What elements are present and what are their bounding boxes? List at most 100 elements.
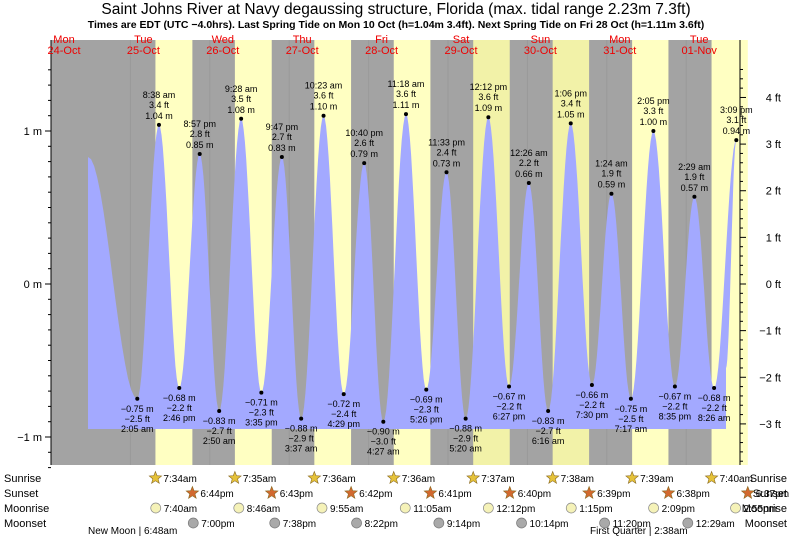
sunset-time: 6:41pm [438,489,471,500]
tide-m-label: −0.68 m [163,393,196,403]
sunrise-icon [148,470,163,484]
moonrise-time: 12:12pm [496,504,535,515]
moonset-time: 9:14pm [447,519,480,530]
tide-ft-label: −2.2 ft [496,402,522,412]
tide-point [217,408,222,413]
tide-curve [88,114,737,429]
tide-ft-label: −2.2 ft [579,400,605,410]
chart-subtitle: Times are EDT (UTC −4.0hrs). Last Spring… [88,19,704,31]
sunrise-time: 7:35am [243,474,276,485]
tide-point [712,386,717,391]
tide-point [651,129,656,133]
sunrise-time: 7:36am [322,474,355,485]
tide-time-label: 5:26 pm [410,415,443,425]
tide-labels: −0.75 m−2.5 ft2:05 am8:38 am3.4 ft1.04 m… [121,79,753,457]
tide-time-label: 9:47 pm [266,122,299,132]
astronomy-rows: Sunrise Sunrise Sunset Sunset Moonrise Moonri… [4,470,789,537]
tide-m-label: −0.69 m [410,395,443,405]
chart-title: Saint Johns River at Navy degaussing str… [101,1,690,18]
sunrise-icon [307,470,322,484]
left-tick-label: 1 m [24,126,42,138]
sunrise-time: 7:38am [561,474,594,485]
tide-m-label: −0.83 m [532,416,565,426]
tide-point [734,138,739,143]
tide-point [546,408,551,413]
tide-point [259,390,264,395]
moonset-icon [269,517,281,529]
day-name: Sat [453,34,470,46]
tide-m-label: 0.66 m [515,169,543,179]
tide-ft-label: 3.6 ft [396,89,417,99]
tide-m-label: 1.04 m [145,111,173,121]
tide-m-label: −0.90 m [367,427,400,437]
moonrise-icon [399,502,411,514]
moonrise-icon [565,502,577,514]
tide-ft-label: −2.9 ft [453,434,479,444]
sunrise-icon [386,470,401,484]
sunset-icon [423,485,438,499]
sunrise-time: 7:37am [481,474,514,485]
sunset-icon [502,485,517,499]
tide-point [279,155,284,160]
moonrise-time: 2:55pm [744,504,777,515]
moonrise-icon [233,502,245,514]
moonset-time: 11:20pm [613,519,651,530]
moonset-icon [433,517,445,529]
sunrise-icon [545,470,560,484]
row-label-left: Sunset [4,488,38,500]
row-label-right: Sunrise [750,473,787,485]
tide-point [197,151,202,156]
tide-time-label: 8:38 am [143,90,176,100]
tide-ft-label: −2.2 ft [701,403,727,413]
tide-time-label: 11:33 pm [428,137,465,147]
moonset-icon [516,517,527,529]
moonrise-time: 8:46am [247,504,280,515]
moonset-icon [599,517,610,529]
moonrise-time: 11:05am [413,504,451,515]
moonset-time: 10:14pm [530,519,569,530]
moonset-icon [187,517,199,529]
tide-point [486,115,491,120]
tide-ft-label: 2.6 ft [354,138,375,148]
tide-m-label: 1.08 m [227,105,255,115]
moonset-icon [682,517,694,529]
tide-time-label: 8:35 pm [659,412,692,422]
tide-ft-label: −2.7 ft [207,426,233,436]
moonset-time: 12:29am [696,519,735,530]
tide-point [403,112,408,117]
row-label-right: Sunset [753,488,787,500]
sunset-icon [264,485,279,499]
sunrise-time: 7:40am [720,474,753,485]
tide-area [88,114,737,429]
tide-ft-label: 1.9 ft [684,172,705,182]
tide-m-label: −0.83 m [203,416,236,426]
moonrise-icon [150,502,162,514]
tide-time-label: 3:37 am [285,444,318,454]
tide-time-label: 4:27 am [367,447,400,457]
moonset-icon [351,517,362,529]
tide-m-label: −0.71 m [245,398,278,408]
tide-ft-label: −2.5 ft [618,414,644,424]
row-label-left: Sunrise [4,473,41,485]
day-date: 28-Oct [365,45,398,57]
sunset-time: 6:39pm [597,489,630,500]
sunrise-icon [625,470,640,484]
tide-m-label: −0.88 m [449,424,482,434]
tide-point [239,116,244,121]
moonrise-icon [730,502,741,514]
tide-m-label: 1.11 m [393,100,420,110]
tide-time-label: 2:05 pm [637,96,670,106]
tide-time-label: 12:26 am [510,148,548,158]
tide-time-label: 5:20 am [449,444,482,454]
tide-ft-label: −2.9 ft [289,434,315,444]
tide-ft-label: −2.3 ft [249,408,275,418]
moonrise-icon [648,502,659,514]
day-date: 26-Oct [206,45,239,57]
tide-m-label: 1.05 m [557,109,585,119]
tide-m-label: 0.57 m [681,183,709,193]
tide-point [321,113,326,118]
tide-time-label: 3:35 pm [245,418,278,428]
tide-point [424,387,429,392]
tide-point [341,392,346,397]
